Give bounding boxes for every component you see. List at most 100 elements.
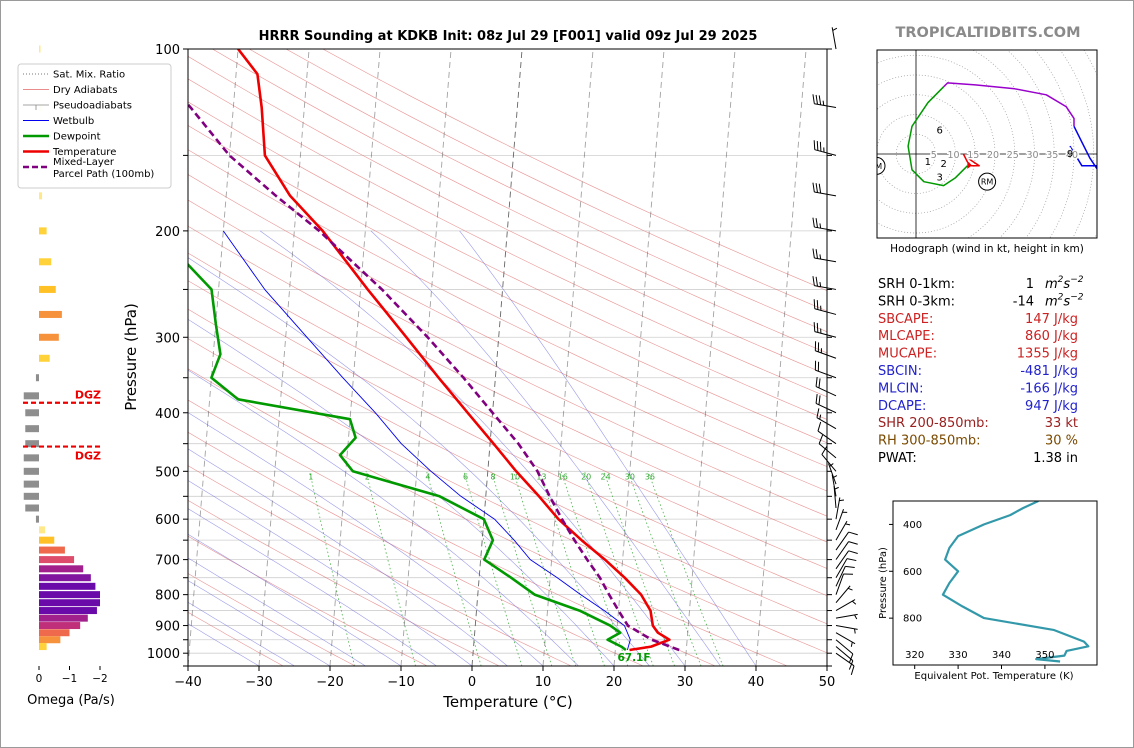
moist-adiabat-line <box>188 601 295 666</box>
wind-barb-shaft <box>831 474 837 497</box>
mixing-ratio-label: 10 <box>510 473 520 482</box>
dry-adiabat-line <box>249 49 827 333</box>
dry-adiabat-line <box>188 399 716 666</box>
hodograph-height-label: 6 <box>937 125 943 136</box>
wind-barb-half <box>847 587 853 591</box>
omega-bar <box>23 392 39 400</box>
omega-bar <box>39 258 52 266</box>
wind-barb-half <box>834 486 839 490</box>
moist-adiabat-line <box>188 480 473 666</box>
wind-barb <box>812 217 837 232</box>
omega-bar <box>25 440 39 448</box>
omega-x-axis-label: Omega (Pa/s) <box>27 693 115 708</box>
omega-bar <box>25 409 39 417</box>
wind-barb <box>835 585 853 604</box>
series-temperature <box>237 49 671 652</box>
omega-bar <box>39 354 50 362</box>
wind-barb-shaft <box>814 149 837 156</box>
wind-barb-shaft <box>814 331 837 338</box>
omega-bar <box>23 492 39 500</box>
hodograph-ring-label: 5 <box>931 150 937 161</box>
omega-bar <box>39 622 81 630</box>
theta-e-x-tick-label: 350 <box>1035 650 1054 661</box>
omega-tick-label: −1 <box>62 673 77 685</box>
wind-barb <box>815 377 837 397</box>
wind-barb-flag <box>848 531 858 536</box>
dry-adiabat-line <box>188 573 356 666</box>
temperature-tick-label: 0 <box>468 675 476 690</box>
wind-barb-flag <box>850 665 855 676</box>
wind-barb-half <box>850 642 853 647</box>
wind-barb-flag <box>848 550 858 554</box>
wind-barb <box>835 520 851 541</box>
hodograph-segment <box>1069 125 1097 171</box>
dry-adiabat-line <box>188 280 827 597</box>
wind-barb-half <box>854 628 856 634</box>
wind-barb <box>835 550 858 570</box>
temperature-tick-label: 50 <box>819 675 836 690</box>
omega-bar <box>39 643 47 651</box>
wind-barb-flag <box>815 377 818 387</box>
wind-barb-shaft <box>835 558 848 578</box>
dry-adiabat-line <box>188 252 827 569</box>
dry-adiabat-line <box>212 49 827 354</box>
wind-barb-flag <box>818 434 824 444</box>
wind-barb-half <box>822 100 825 106</box>
wind-barb-flag <box>813 140 816 150</box>
pressure-axis: 100 200 300 400 500 600 700 800 900 1000 <box>147 43 832 667</box>
isotherm-line <box>471 49 523 666</box>
omega-bar <box>39 636 61 644</box>
moist-adiabat-line <box>370 230 721 666</box>
stat-label: SRH 0-1km: <box>878 277 955 292</box>
mixing-ratio-line <box>560 471 629 666</box>
wind-barb-shaft <box>835 541 850 560</box>
mixing-ratio-line <box>491 471 553 666</box>
wind-barb <box>814 341 837 359</box>
hodograph-trace <box>907 82 1097 187</box>
wind-barb <box>835 497 845 520</box>
omega-bar <box>39 574 91 582</box>
wind-barb-flag <box>815 94 818 105</box>
pressure-tick-label: 900 <box>155 620 180 635</box>
wind-barb-flag <box>848 660 854 670</box>
wind-barb <box>831 474 838 497</box>
storm-motion-label: LM <box>871 162 882 171</box>
stat-value: 30 % <box>1045 434 1078 449</box>
wind-barb-half <box>819 414 822 420</box>
stat-value: 947 J/kg <box>1025 399 1078 414</box>
pressure-tick-label: 800 <box>155 589 180 604</box>
theta-e-panel: 320 330 340 350 400 600 800 Equivalent Pot. Te… <box>878 500 1098 682</box>
wind-barb-flag <box>818 95 822 105</box>
dry-adiabat-line <box>188 149 827 467</box>
omega-bar <box>39 310 62 318</box>
wind-barb-shaft <box>835 509 844 531</box>
chart-title: HRRR Sounding at KDKB Init: 08z Jul 29 [… <box>259 29 758 44</box>
wind-barb-half <box>819 223 822 229</box>
stat-value: -481 J/kg <box>1020 364 1078 379</box>
omega-bar <box>39 546 65 554</box>
wind-barb-shaft <box>835 520 848 541</box>
moist-adiabat-line <box>188 623 260 666</box>
isotherms <box>188 49 827 666</box>
dry-adiabat-line <box>188 125 827 444</box>
hodograph-segment <box>907 86 968 187</box>
omega-bar <box>39 591 100 599</box>
dry-adiabat-line <box>188 101 827 420</box>
omega-bar <box>39 333 59 341</box>
wind-barb-half <box>832 475 838 479</box>
moist-adiabat-line <box>188 557 366 666</box>
wind-barb-half <box>851 600 857 605</box>
stat-unit: m2s−2 <box>1045 275 1084 292</box>
hodograph-segment <box>943 82 1075 127</box>
wind-barb-shaft <box>835 652 855 667</box>
mixing-ratio-line <box>539 471 605 666</box>
stat-value: 1.38 in <box>1033 451 1078 466</box>
wind-barb-shaft <box>835 599 856 611</box>
wind-barb-half <box>819 281 822 287</box>
omega-bar <box>39 536 55 544</box>
wind-barb-shaft <box>835 585 851 604</box>
mixing-ratio-line <box>584 471 654 666</box>
theta-e-y-axis-label: Pressure (hPa) <box>878 547 889 619</box>
wind-barb <box>813 299 837 315</box>
pressure-tick-label: 400 <box>155 407 180 422</box>
